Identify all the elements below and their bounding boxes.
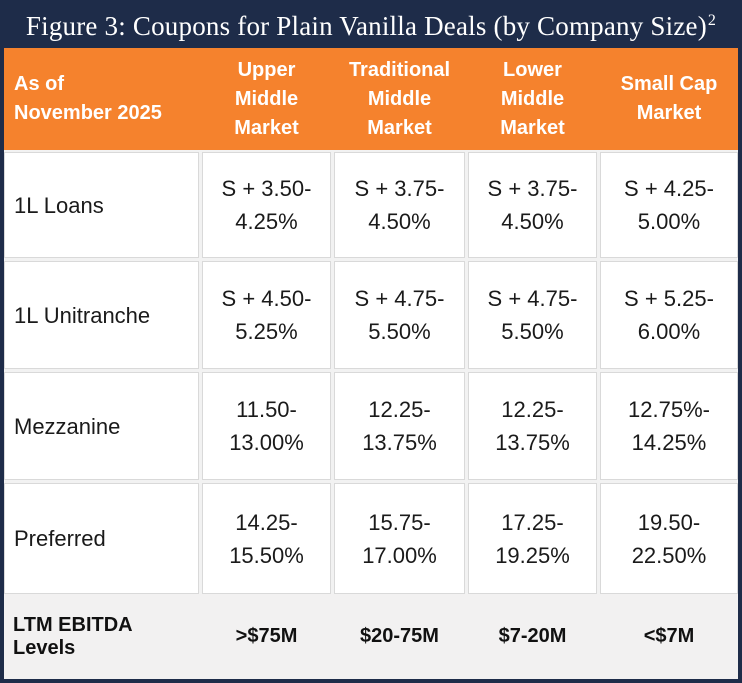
coupon-cell: 11.50- 13.00%: [202, 372, 331, 480]
column-header-traditional-middle-market: Traditional Middle Market: [348, 58, 451, 139]
coupon-cell: 17.25- 19.25%: [468, 483, 597, 594]
coupon-cell: 15.75- 17.00%: [334, 483, 465, 594]
coupon-cell: S + 4.50- 5.25%: [202, 261, 331, 369]
ltm-ebitda-label: LTM EBITDA Levels: [13, 613, 132, 659]
row-label-1l-loans: 1L Loans: [4, 152, 199, 258]
ebitda-value-upper-middle: >$75M: [235, 625, 298, 647]
row-label-1l-unitranche: 1L Unitranche: [4, 261, 199, 369]
table-body: 1L Loans S + 3.50- 4.25% S + 3.75- 4.50%…: [4, 150, 738, 594]
coupon-cell: 14.25- 15.50%: [202, 483, 331, 594]
ebitda-value-traditional-middle: $20-75M: [360, 625, 439, 647]
coupon-cell: S + 4.75- 5.50%: [468, 261, 597, 369]
column-header-lower-middle-market: Lower Middle Market: [500, 58, 565, 139]
coupon-cell: S + 5.25- 6.00%: [600, 261, 738, 369]
coupon-cell: S + 4.75- 5.50%: [334, 261, 465, 369]
coupon-cell: 12.25- 13.75%: [468, 372, 597, 480]
column-header-small-cap-market: Small Cap Market: [620, 73, 718, 124]
header-corner-as-of: As of November 2025: [14, 73, 162, 124]
coupon-cell: 19.50- 22.50%: [600, 483, 738, 594]
coupon-cell: S + 3.75- 4.50%: [468, 152, 597, 258]
figure-title-footnote-marker: 2: [707, 11, 717, 29]
figure-title-text: Figure 3: Coupons for Plain Vanilla Deal…: [25, 10, 707, 41]
figure-title: Figure 3: Coupons for Plain Vanilla Deal…: [26, 11, 716, 42]
column-header-upper-middle-market: Upper Middle Market: [234, 58, 299, 139]
table-header-row: As of November 2025 Upper Middle Market …: [4, 48, 738, 150]
coupon-cell: S + 3.50- 4.25%: [202, 152, 331, 258]
row-label-mezzanine: Mezzanine: [4, 372, 199, 480]
coupon-cell: 12.25- 13.75%: [334, 372, 465, 480]
coupon-cell: S + 3.75- 4.50%: [334, 152, 465, 258]
figure-title-bar: Figure 3: Coupons for Plain Vanilla Deal…: [4, 4, 738, 48]
coupon-cell: 12.75%- 14.25%: [600, 372, 738, 480]
ltm-ebitda-row: LTM EBITDA Levels >$75M $20-75M $7-20M <…: [4, 594, 738, 679]
row-label-preferred: Preferred: [4, 483, 199, 594]
coupon-cell: S + 4.25- 5.00%: [600, 152, 738, 258]
ebitda-value-small-cap: <$7M: [643, 625, 695, 647]
ebitda-value-lower-middle: $7-20M: [498, 625, 567, 647]
